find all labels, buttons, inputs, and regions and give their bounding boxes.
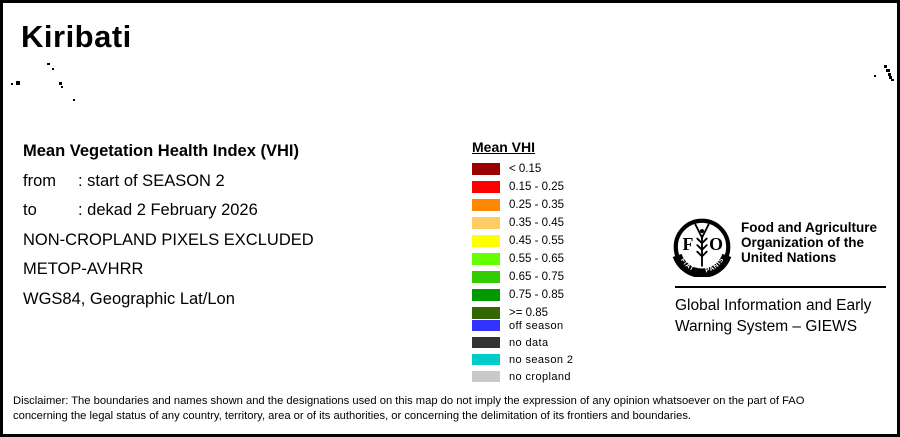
page-title: Kiribati [21, 19, 132, 54]
island-dot [886, 69, 890, 72]
info-to-line: to : dekad 2 February 2026 [23, 196, 314, 226]
legend-class-label: 0.55 - 0.65 [509, 253, 564, 265]
fao-org-name: Food and Agriculture Organization of the… [741, 220, 877, 265]
island-dot [47, 63, 50, 65]
legend-class-label: 0.65 - 0.75 [509, 271, 564, 283]
legend-class-label: off season [509, 319, 564, 332]
island-dot [59, 82, 62, 85]
legend-row: 0.45 - 0.55 [472, 232, 564, 250]
disclaimer-line: concerning the legal status of any count… [13, 410, 692, 422]
island-dot [61, 86, 63, 88]
info-from-label: from [23, 171, 56, 190]
legend-color-swatch [472, 181, 500, 193]
legend-class-label: no data [509, 336, 549, 349]
legend-color-swatch [472, 354, 500, 365]
info-note-projection: WGS84, Geographic Lat/Lon [23, 289, 235, 308]
legend-class-label: 0.35 - 0.45 [509, 217, 564, 229]
giews-title-line: Warning System – GIEWS [675, 317, 858, 335]
legend-class-label: >= 0.85 [509, 307, 549, 319]
fao-logo-letter-o: O [709, 234, 723, 254]
map-info-block: Mean Vegetation Health Index (VHI) from:… [23, 137, 314, 315]
island-dot [888, 73, 891, 76]
island-dot [884, 65, 887, 68]
legend-color-swatch [472, 253, 500, 265]
island-dot [73, 99, 75, 101]
info-heading: Mean Vegetation Health Index (VHI) [23, 142, 299, 160]
legend-color-swatch [472, 271, 500, 283]
fao-logo-bottom-band [672, 253, 732, 277]
info-note-cropland: NON-CROPLAND PIXELS EXCLUDED [23, 230, 314, 249]
legend-color-swatch [472, 199, 500, 211]
island-dot [52, 68, 54, 70]
fao-logo-grain [699, 229, 705, 234]
legend-color-swatch [472, 371, 500, 382]
legend-row: 0.35 - 0.45 [472, 214, 564, 232]
fao-org-name-line: Organization of the [741, 235, 864, 250]
legend-row: >= 0.85 [472, 304, 564, 322]
legend-color-swatch [472, 289, 500, 301]
fao-logo-letter-f: F [683, 234, 694, 254]
giews-title-line: Global Information and Early [675, 297, 872, 314]
legend-class-label: 0.75 - 0.85 [509, 289, 564, 301]
disclaimer-text: Disclaimer: The boundaries and names sho… [13, 394, 804, 424]
legend-row: 0.65 - 0.75 [472, 268, 564, 286]
info-from-value: : start of SEASON 2 [78, 171, 225, 190]
legend-class-label: no cropland [509, 370, 571, 383]
island-dot [16, 81, 20, 85]
org-divider-line [675, 286, 886, 288]
legend-extra-list: off season no data no season 2 no cropland [472, 317, 573, 385]
vhi-legend: Mean VHI < 0.15 0.15 - 0.25 0.25 - 0.35 0.3… [472, 139, 564, 322]
legend-row: 0.25 - 0.35 [472, 196, 564, 214]
info-to-value: : dekad 2 February 2026 [78, 201, 258, 220]
island-dot [874, 75, 876, 77]
legend-row: 0.55 - 0.65 [472, 250, 564, 268]
island-dot [11, 83, 13, 85]
info-from-line: from : start of SEASON 2 [23, 167, 314, 197]
fao-logo: F O FIAT PANIS [672, 218, 732, 277]
legend-class-label: no season 2 [509, 353, 574, 366]
legend-title: Mean VHI [472, 139, 536, 155]
fao-org-name-line: United Nations [741, 250, 837, 265]
legend-row: 0.15 - 0.25 [472, 178, 564, 196]
legend-class-label: 0.45 - 0.55 [509, 235, 564, 247]
info-note-sensor: METOP-AVHRR [23, 260, 144, 279]
legend-row: no season 2 [472, 351, 573, 368]
legend-color-swatch [472, 217, 500, 229]
legend-color-swatch [472, 235, 500, 247]
island-dot [889, 76, 892, 79]
legend-color-swatch [472, 307, 500, 319]
legend-class-label: 0.15 - 0.25 [509, 181, 564, 193]
legend-color-swatch [472, 337, 500, 348]
legend-class-label: 0.25 - 0.35 [509, 199, 564, 211]
legend-color-swatch [472, 163, 500, 175]
legend-color-swatch [472, 320, 500, 331]
legend-row: < 0.15 [472, 160, 564, 178]
legend-class-list: < 0.15 0.15 - 0.25 0.25 - 0.35 0.35 - 0.45 0… [472, 160, 564, 322]
legend-row: no cropland [472, 368, 573, 385]
legend-row: off season [472, 317, 573, 334]
giews-title: Global Information and Early Warning Sys… [675, 296, 871, 337]
fao-logo-wheat [694, 223, 710, 267]
info-to-label: to [23, 201, 37, 220]
legend-row: no data [472, 334, 573, 351]
fao-org-name-line: Food and Agriculture [741, 220, 877, 235]
disclaimer-line: Disclaimer: The boundaries and names sho… [13, 395, 805, 407]
legend-row: 0.75 - 0.85 [472, 286, 564, 304]
island-dot [891, 79, 894, 81]
legend-class-label: < 0.15 [509, 163, 542, 175]
